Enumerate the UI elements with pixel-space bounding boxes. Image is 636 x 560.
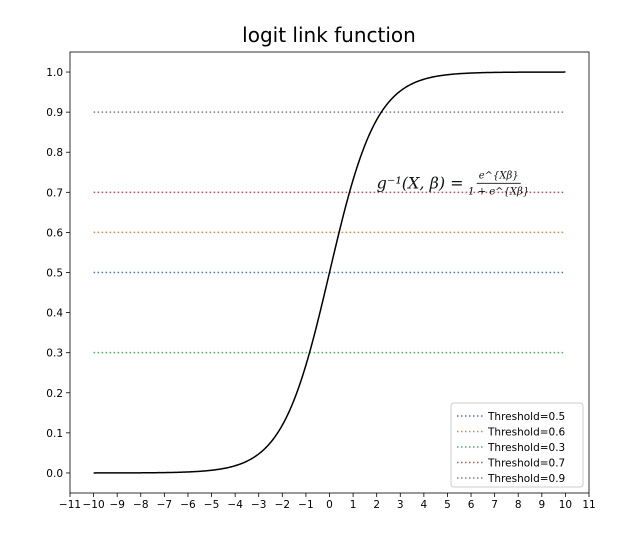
x-tick-label: −2 xyxy=(275,499,290,511)
x-tick-label: −8 xyxy=(133,499,148,511)
x-tick-label: −5 xyxy=(204,499,219,511)
x-tick-label: −1 xyxy=(298,499,313,511)
x-tick-label: 0 xyxy=(326,499,333,511)
chart-title: logit link function xyxy=(242,23,416,47)
y-tick-label: 0.5 xyxy=(46,268,63,280)
legend-label-2: Threshold=0.3 xyxy=(487,442,565,454)
formula-denominator: 1 + e^{Xβ} xyxy=(468,186,529,197)
x-tick-label: 3 xyxy=(397,499,404,511)
legend-label-4: Threshold=0.9 xyxy=(487,473,565,485)
x-tick-label: 6 xyxy=(468,499,475,511)
y-tick-label: 0.9 xyxy=(46,107,63,119)
y-tick-label: 0.3 xyxy=(46,348,63,360)
x-tick-label: −6 xyxy=(180,499,196,511)
x-tick-label: −4 xyxy=(227,499,243,511)
x-tick-label: 9 xyxy=(538,499,545,511)
legend: Threshold=0.5 Threshold=0.6 Threshold=0.3 T… xyxy=(450,402,584,488)
formula-annotation: g⁻¹(X, β) = e^{Xβ} 1 + e^{Xβ} xyxy=(377,170,530,197)
legend-label-1: Threshold=0.6 xyxy=(487,427,566,439)
y-tick-label: 0.2 xyxy=(46,388,63,400)
x-tick-label: −11 xyxy=(59,499,81,511)
x-tick-label: −9 xyxy=(109,499,124,511)
plot-area xyxy=(93,71,566,474)
x-tick-label: 2 xyxy=(373,499,380,511)
axes: −11 −10 −9 −8 −7 −6 −5 −4 −3 −2 −1 0 1 2 3 4 5 6 7 8 9 10 110.… xyxy=(46,51,596,511)
formula-lhs: g⁻¹(X, β) = xyxy=(377,173,464,192)
x-tick-label: 11 xyxy=(582,499,595,511)
x-tick-label: −3 xyxy=(251,499,266,511)
y-tick-label: 0.4 xyxy=(46,308,63,320)
legend-box xyxy=(450,402,584,488)
x-tick-label: 5 xyxy=(444,499,451,511)
x-tick-label: 4 xyxy=(421,499,428,511)
x-tick-label: 7 xyxy=(491,499,498,511)
formula-numerator: e^{Xβ} xyxy=(479,170,519,181)
y-tick-label: 0.0 xyxy=(46,468,63,480)
y-tick-label: 0.1 xyxy=(46,428,63,440)
y-tick-label: 0.7 xyxy=(46,187,63,199)
sigmoid-curve xyxy=(93,71,566,474)
legend-label-3: Threshold=0.7 xyxy=(487,458,565,470)
x-tick-label: 8 xyxy=(515,499,522,511)
x-tick-label: −7 xyxy=(157,499,172,511)
x-tick-label: 10 xyxy=(559,499,572,511)
y-tick-label: 0.6 xyxy=(46,227,63,239)
x-tick-label: 1 xyxy=(350,499,357,511)
legend-label-0: Threshold=0.5 xyxy=(487,411,565,423)
y-tick-label: 0.8 xyxy=(46,147,63,159)
y-tick-label: 1.0 xyxy=(46,67,63,79)
x-tick-label: −10 xyxy=(83,499,105,511)
